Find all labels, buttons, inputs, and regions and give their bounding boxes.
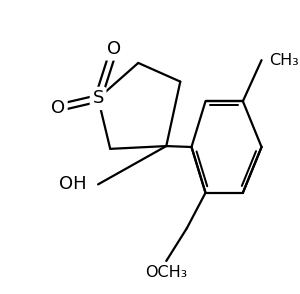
Text: OCH₃: OCH₃ (145, 265, 188, 280)
Text: OH: OH (59, 175, 87, 193)
Text: O: O (107, 40, 121, 58)
Text: S: S (92, 89, 104, 107)
Text: CH₃: CH₃ (269, 53, 299, 68)
Text: O: O (51, 99, 65, 117)
